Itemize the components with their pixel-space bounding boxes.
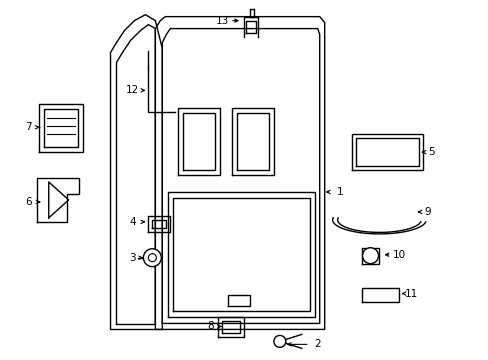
Text: 7: 7	[25, 122, 32, 132]
Text: 12: 12	[125, 85, 139, 95]
Circle shape	[362, 248, 378, 264]
Text: 11: 11	[404, 289, 417, 298]
Text: 9: 9	[423, 207, 430, 217]
Circle shape	[143, 249, 161, 267]
Text: 6: 6	[25, 197, 32, 207]
Text: 10: 10	[392, 250, 405, 260]
Text: 8: 8	[206, 321, 213, 332]
Text: 5: 5	[427, 147, 434, 157]
Text: 2: 2	[314, 339, 321, 349]
Circle shape	[273, 336, 285, 347]
Text: 4: 4	[129, 217, 136, 227]
Text: 1: 1	[336, 187, 342, 197]
Text: 13: 13	[215, 15, 228, 26]
Text: 3: 3	[129, 253, 136, 263]
Circle shape	[148, 254, 156, 262]
